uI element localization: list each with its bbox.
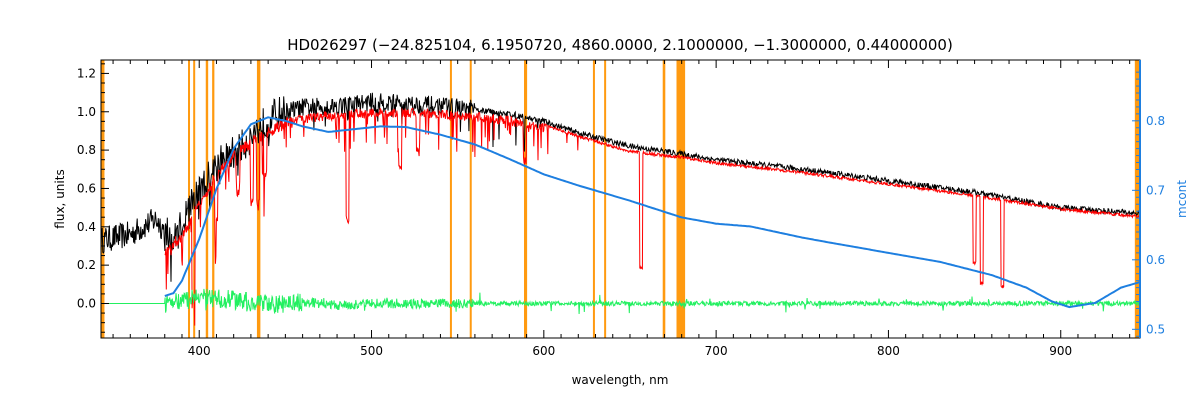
model-spectrum-line [164,107,1140,326]
x-tick-label: 900 [1049,344,1072,358]
mask-band [205,60,209,338]
x-tick-label: 800 [877,344,900,358]
chart-title: HD026297 (−24.825104, 6.1950720, 4860.00… [287,36,953,54]
mask-band [592,60,595,338]
y2-tick-label: 0.5 [1146,322,1165,336]
y-tick-label: 1.0 [77,105,96,119]
y-tick-label: 0.2 [77,258,96,272]
mask-band [449,60,452,338]
y-tick-label: 0.6 [77,181,96,195]
x-tick-label: 700 [705,344,728,358]
continuum-line [164,116,1141,309]
mask-band [256,60,261,338]
observed-spectrum-line [100,92,1140,282]
mask-band [469,60,472,338]
residual-line [101,288,1141,315]
mask-band [676,60,686,338]
series-group [100,92,1141,326]
mask-band [101,60,105,338]
y2-tick-label: 0.8 [1146,114,1165,128]
axes-group: 400 500 600 700 800 900 0.0 0.2 0.4 0.6 0.8 1.0 1.2 0… [77,60,1165,358]
mask-band [604,60,607,338]
y-tick-label: 0.8 [77,143,96,157]
x-tick-label: 400 [188,344,211,358]
mask-band [188,60,191,338]
x-axis-label: wavelength, nm [572,373,669,387]
y-tick-label: 0.4 [77,220,96,234]
y2-tick-label: 0.6 [1146,253,1165,267]
y-tick-label: 1.2 [77,66,96,80]
right-axis-label: mcont [1175,180,1189,218]
mask-band [524,60,528,338]
y2-tick-label: 0.7 [1146,183,1165,197]
mask-band [1134,60,1140,338]
x-tick-label: 600 [532,344,555,358]
y-tick-label: 0.0 [77,296,96,310]
x-tick-label: 500 [360,344,383,358]
y-axis-label: flux, units [53,169,67,228]
mask-band [662,60,666,338]
